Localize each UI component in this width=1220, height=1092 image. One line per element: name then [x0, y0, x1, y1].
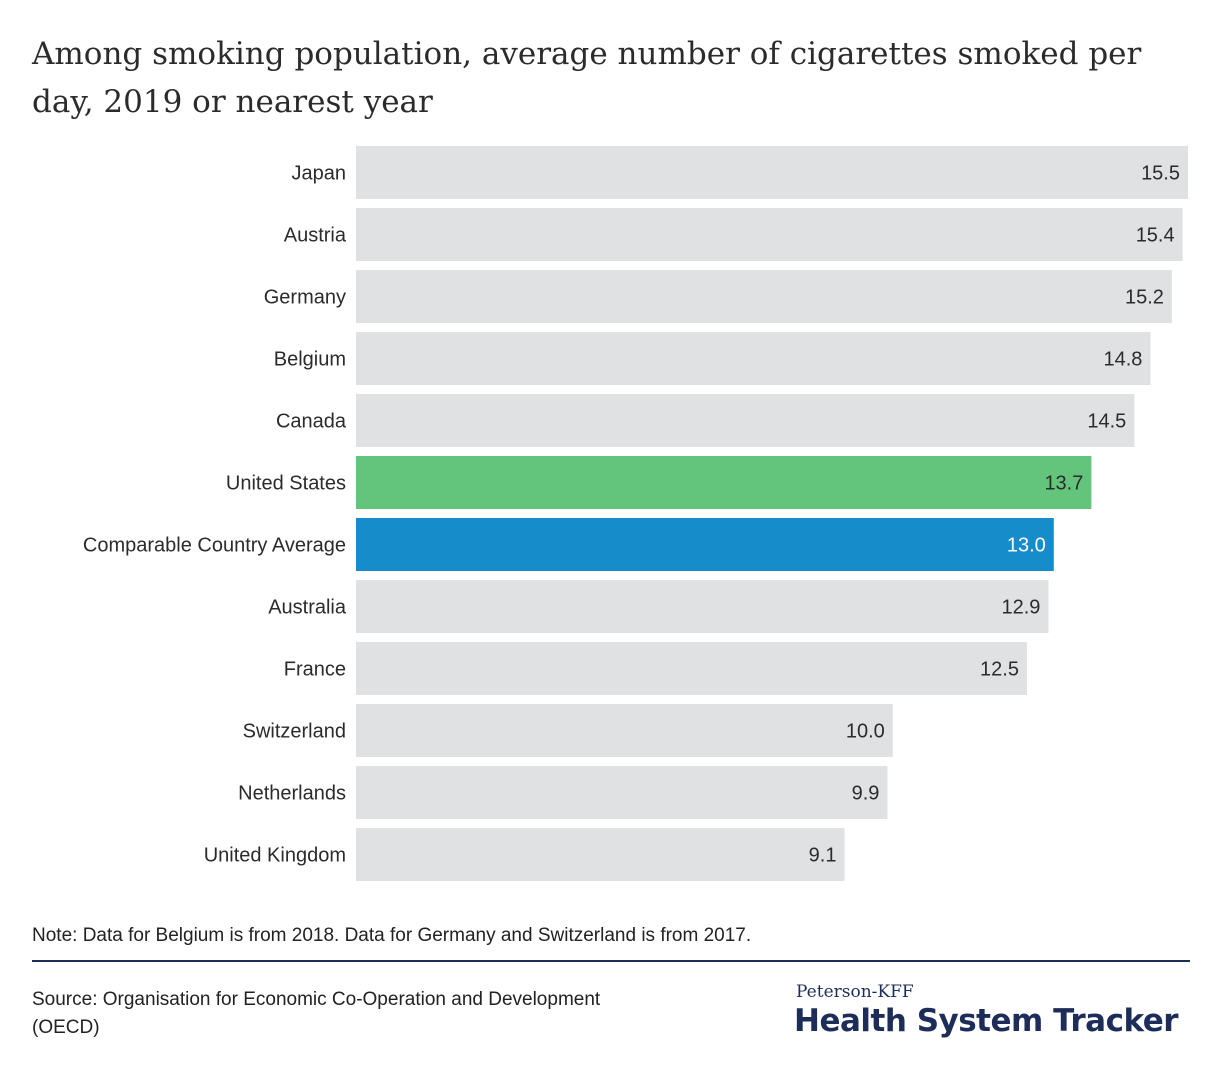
category-label-belgium: Belgium	[274, 349, 346, 371]
value-label-comparable-country-average: 13.0	[1007, 535, 1046, 557]
bar-belgium	[356, 332, 1151, 385]
value-label-belgium: 14.8	[1103, 349, 1142, 371]
category-label-comparable-country-average: Comparable Country Average	[83, 535, 346, 557]
category-label-japan: Japan	[292, 163, 347, 185]
chart-source: Source: Organisation for Economic Co-Ope…	[32, 989, 601, 1038]
bar-australia	[356, 580, 1049, 633]
value-label-canada: 14.5	[1087, 411, 1126, 433]
logo-peterson-kff: Peterson-KFF	[796, 982, 914, 1002]
category-label-austria: Austria	[284, 225, 347, 247]
chart-title: Among smoking population, average number…	[32, 36, 1142, 120]
bar-germany	[356, 270, 1172, 323]
value-label-france: 12.5	[980, 659, 1019, 681]
logo-health-system-tracker: Health System Tracker	[794, 1003, 1179, 1039]
value-label-netherlands: 9.9	[852, 783, 880, 805]
category-label-australia: Australia	[268, 597, 347, 619]
bar-united-kingdom	[356, 828, 845, 881]
bar-japan	[356, 146, 1188, 199]
chart-note: Note: Data for Belgium is from 2018. Dat…	[32, 925, 752, 946]
category-label-germany: Germany	[264, 287, 346, 309]
bar-austria	[356, 208, 1183, 261]
value-label-japan: 15.5	[1141, 163, 1180, 185]
category-label-switzerland: Switzerland	[243, 721, 346, 743]
category-label-canada: Canada	[276, 411, 347, 433]
value-label-austria: 15.4	[1136, 225, 1175, 247]
category-label-united-states: United States	[226, 473, 346, 495]
bar-canada	[356, 394, 1135, 447]
bar-chart: Japan 15.5 Austria 15.4 Germany 15.2 Belgium 14…	[83, 146, 1188, 881]
value-label-united-kingdom: 9.1	[809, 845, 837, 867]
divider	[32, 960, 1190, 962]
value-label-united-states: 13.7	[1044, 473, 1083, 495]
bar-netherlands	[356, 766, 888, 819]
category-label-united-kingdom: United Kingdom	[204, 845, 346, 867]
bar-france	[356, 642, 1027, 695]
value-label-australia: 12.9	[1002, 597, 1041, 619]
value-label-germany: 15.2	[1125, 287, 1164, 309]
category-label-france: France	[284, 659, 346, 681]
bar-united-states	[356, 456, 1092, 509]
bar-switzerland	[356, 704, 893, 757]
value-label-switzerland: 10.0	[846, 721, 885, 743]
category-label-netherlands: Netherlands	[238, 783, 346, 805]
bar-comparable-country-average	[356, 518, 1054, 571]
